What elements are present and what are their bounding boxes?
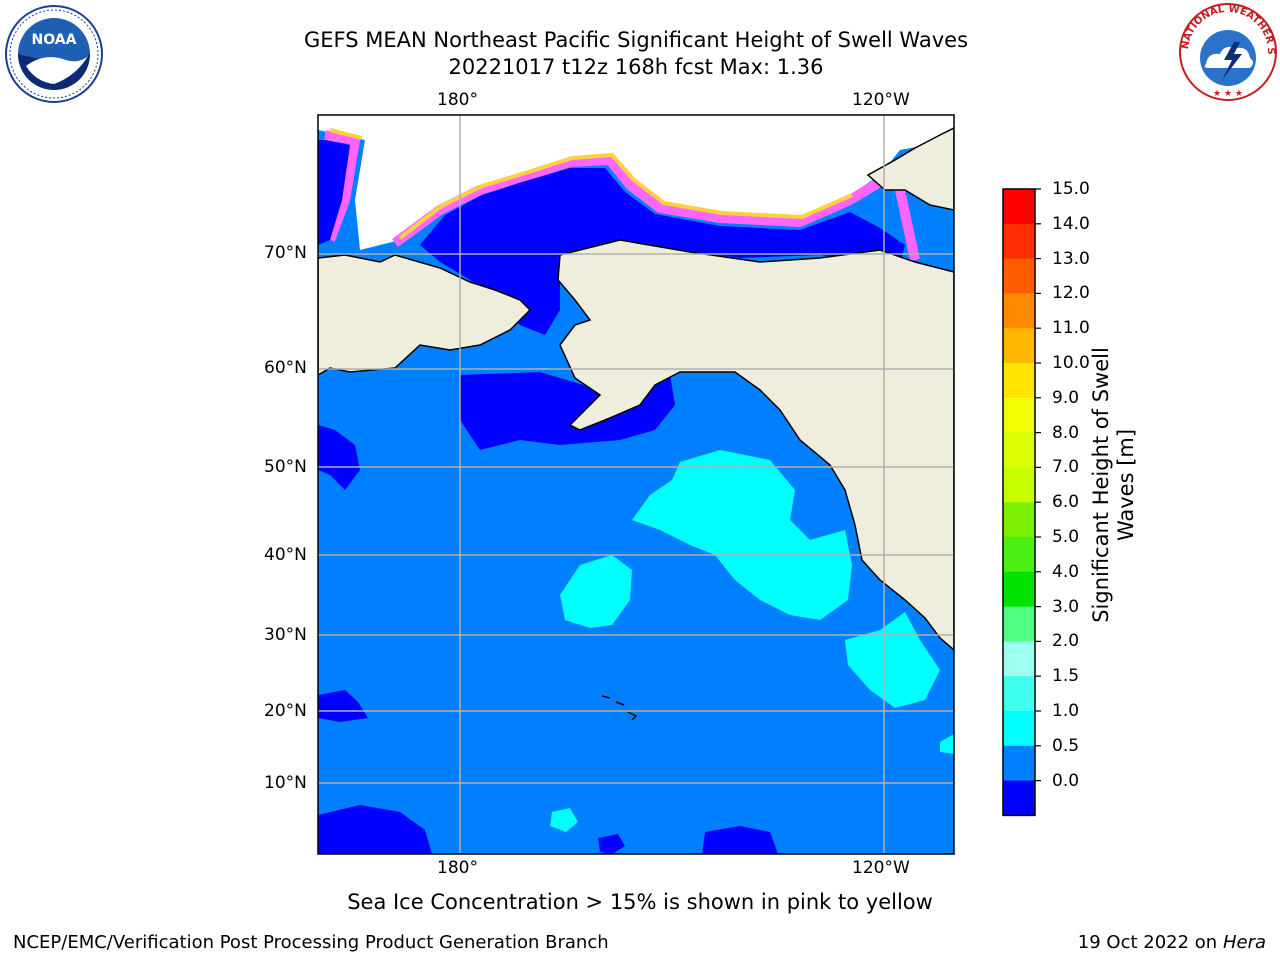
high-swell-east	[845, 612, 940, 708]
low-swell-south-west	[318, 805, 432, 854]
low-swell-chukchi	[420, 168, 905, 335]
land-alaska-canada	[557, 239, 954, 651]
hawaii-islands	[601, 695, 638, 721]
low-swell-west	[318, 690, 368, 722]
lat-label-50n: 50°N	[264, 457, 307, 477]
map-title: GEFS MEAN Northeast Pacific Significant …	[303, 28, 969, 52]
svg-text:NOAA: NOAA	[32, 32, 77, 48]
low-swell-arctic	[318, 140, 350, 245]
noaa-logo-icon: NOAA	[5, 5, 103, 103]
low-swell-kamchatka	[318, 425, 360, 490]
lat-label-20n: 20°N	[264, 701, 307, 721]
colorbar-tick-label: 5.0	[1052, 527, 1080, 547]
sea-ice-pink	[324, 130, 920, 262]
colorbar-tick-label: 1.0	[1052, 701, 1080, 721]
colorbar-tick-label: 11.0	[1052, 318, 1090, 339]
colorbar-tick-label: 10.0	[1052, 353, 1090, 373]
graticule	[318, 115, 954, 854]
sea-ice-yellow	[329, 128, 853, 240]
colorbar-tick-label: 7.0	[1052, 457, 1080, 478]
colorbar-tick-label: 6.0	[1052, 492, 1080, 513]
colorbar-segment	[1003, 641, 1035, 677]
colorbar-tick-label: 15.0	[1052, 179, 1090, 199]
colorbar-segment	[1003, 432, 1035, 468]
svg-text:★ ★ ★: ★ ★ ★	[1213, 89, 1243, 99]
colorbar-tick-label: 1.5	[1052, 666, 1080, 687]
lon-label-bottom-180: 180°	[437, 858, 478, 878]
colorbar-segment	[1003, 467, 1035, 503]
colorbar-segment	[1003, 293, 1035, 329]
colorbar-segment	[1003, 745, 1035, 782]
lat-label-60n: 60°N	[264, 358, 307, 378]
colorbar-tick-label: 0.0	[1052, 770, 1080, 791]
colorbar-segment	[1003, 258, 1035, 294]
colorbar-segment	[1003, 571, 1035, 608]
lat-label-70n: 70°N	[264, 243, 307, 263]
lon-label-bottom-120w: 120°W	[852, 858, 910, 878]
colorbar-segment	[1003, 397, 1035, 434]
low-swell-south-mid	[702, 826, 778, 854]
colorbar-segment	[1003, 711, 1035, 747]
high-swell-central	[560, 555, 632, 628]
colorbar-tick-label: 4.0	[1052, 561, 1080, 582]
footer-date: 19 Oct 2022 on Hera	[1077, 932, 1266, 953]
colorbar-tick-label: 13.0	[1052, 248, 1090, 269]
map-frame	[317, 114, 955, 855]
colorbar-tick-label: 0.5	[1052, 735, 1080, 756]
colorbar-segment	[1003, 363, 1035, 399]
low-swell-bering	[460, 372, 675, 450]
land-siberia	[318, 254, 532, 376]
lat-label-40n: 40°N	[264, 545, 307, 565]
land-arctic-islands	[866, 127, 954, 211]
lon-label-top-180: 180°	[437, 90, 478, 110]
colorbar-ticks	[1035, 188, 1041, 782]
colorbar-segment	[1003, 189, 1035, 225]
colorbar-tick-label: 12.0	[1052, 283, 1090, 304]
colorbar-segment	[1003, 606, 1035, 642]
colorbar-tick-label: 2.0	[1052, 631, 1080, 652]
high-swell-south	[550, 808, 578, 832]
colorbar-tick-label: 8.0	[1052, 422, 1080, 443]
lon-label-top-120w: 120°W	[852, 90, 910, 110]
colorbar-segment	[1003, 502, 1035, 538]
lat-label-10n: 10°N	[264, 773, 307, 793]
colorbar-tick-label: 14.0	[1052, 213, 1090, 234]
footer-credit: NCEP/EMC/Verification Post Processing Pr…	[13, 932, 609, 953]
sea-ice-note: Sea Ice Concentration > 15% is shown in …	[347, 890, 933, 914]
colorbar-segment	[1003, 676, 1035, 712]
lat-label-30n: 30°N	[264, 625, 307, 645]
colorbar-segment	[1003, 223, 1035, 260]
colorbar-segment	[1003, 537, 1035, 573]
nws-logo-icon: NATIONAL WEATHER SERVICE ★ ★ ★	[1178, 2, 1277, 101]
colorbar-segment	[1003, 780, 1035, 816]
colorbar-tick-label: 3.0	[1052, 596, 1080, 617]
map-subtitle: 20221017 t12z 168h fcst Max: 1.36	[448, 55, 824, 79]
colorbar	[1002, 188, 1036, 817]
colorbar-segment	[1003, 328, 1035, 364]
high-swell-north	[632, 450, 852, 620]
high-swell-edge	[940, 734, 954, 754]
colorbar-tick-label: 9.0	[1052, 387, 1080, 408]
low-swell-south-small	[598, 834, 625, 854]
